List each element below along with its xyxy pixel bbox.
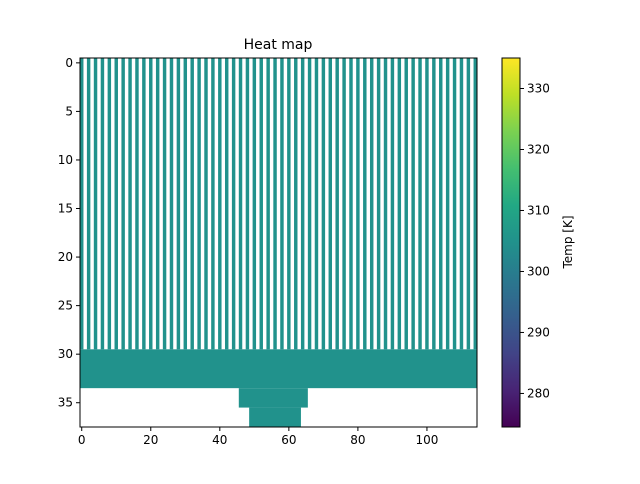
fin-cells [432, 58, 436, 350]
fin-cells [266, 58, 270, 350]
fin-cells [349, 58, 353, 350]
fin-cells [321, 58, 326, 350]
fin-cells [197, 58, 201, 350]
fin-cells [245, 58, 250, 350]
fin-cells [231, 58, 236, 350]
fin-cells [149, 58, 153, 350]
fin-cells [314, 58, 319, 350]
fin-cells [287, 58, 291, 350]
fin-cells [280, 58, 284, 350]
fin-cells [342, 58, 346, 350]
fin-cells [383, 58, 388, 350]
fin-cells [376, 58, 381, 350]
fin-cells [300, 58, 305, 350]
fin-cells [100, 58, 105, 350]
fin-cells [473, 58, 477, 350]
fin-cells [452, 58, 457, 350]
y-axis: 0 5 10 15 20 25 30 35 [58, 56, 80, 410]
fin-cells [121, 58, 125, 350]
fin-cells [107, 58, 112, 350]
colorbar-tick-label: 280 [527, 386, 550, 400]
fin-cells [93, 58, 98, 350]
y-tick-label: 30 [58, 347, 73, 361]
fin-cells [418, 58, 422, 350]
colorbar-tick-label: 310 [527, 203, 550, 217]
x-axis: 0 20 40 60 80 100 [78, 427, 438, 447]
fin-cells [135, 58, 139, 350]
heatmap-cells [80, 58, 477, 427]
fin-cells [273, 58, 277, 350]
fin-cells [404, 58, 408, 350]
fin-cells [211, 58, 215, 350]
x-tick-label: 0 [78, 433, 86, 447]
fin-cells [176, 58, 181, 350]
x-tick-label: 60 [281, 433, 296, 447]
y-tick-label: 5 [65, 104, 73, 118]
fin-cells [411, 58, 415, 350]
fin-cells [114, 58, 118, 350]
y-tick-label: 35 [58, 396, 73, 410]
fin-cells [183, 58, 188, 350]
chart-title: Heat map [244, 37, 313, 53]
y-tick-label: 25 [58, 299, 73, 313]
y-tick-label: 15 [58, 202, 73, 216]
fin-cells [466, 58, 471, 350]
fin-cells [356, 58, 360, 350]
step-cells [238, 388, 308, 408]
base-cells [80, 349, 477, 389]
y-tick-label: 10 [58, 153, 73, 167]
plot-frame [79, 57, 478, 428]
colorbar-label: Temp [K] [561, 215, 575, 269]
fin-cells [142, 58, 146, 350]
fin-cells [397, 58, 402, 350]
fin-cells [86, 58, 91, 350]
fin-cells [307, 58, 312, 350]
fin-cells [218, 58, 222, 350]
fin-cells [390, 58, 395, 350]
fin-cells [439, 58, 443, 350]
fin-cells [335, 58, 339, 350]
fin-cells [238, 58, 243, 350]
colorbar-tick-label: 330 [527, 81, 550, 95]
colorbar-tick-label: 320 [527, 142, 550, 156]
fin-cells [294, 58, 298, 350]
fin-cells [425, 58, 429, 350]
colorbar [501, 57, 521, 428]
colorbar-tick-label: 300 [527, 264, 550, 278]
fin-cells [169, 58, 174, 350]
fin-cells [252, 58, 257, 350]
stem-cells [249, 407, 301, 427]
x-tick-label: 40 [212, 433, 227, 447]
fin-cells [224, 58, 229, 350]
fin-cells [128, 58, 132, 350]
x-tick-label: 100 [415, 433, 438, 447]
fin-cells [80, 58, 84, 350]
y-tick-label: 0 [65, 56, 73, 70]
colorbar-axis: 280 290 300 310 320 330 [520, 81, 550, 400]
y-tick-label: 20 [58, 250, 73, 264]
fin-cells [369, 58, 374, 350]
x-tick-label: 80 [350, 433, 365, 447]
fin-cells [162, 58, 167, 350]
fin-cells [259, 58, 263, 350]
fin-cells [328, 58, 333, 350]
fin-cells [204, 58, 208, 350]
colorbar-tick-label: 290 [527, 325, 550, 339]
fin-cells [459, 58, 464, 350]
fin-cells [190, 58, 194, 350]
x-tick-label: 20 [143, 433, 158, 447]
fin-cells [363, 58, 367, 350]
fin-cells [445, 58, 450, 350]
fin-cells [155, 58, 160, 350]
